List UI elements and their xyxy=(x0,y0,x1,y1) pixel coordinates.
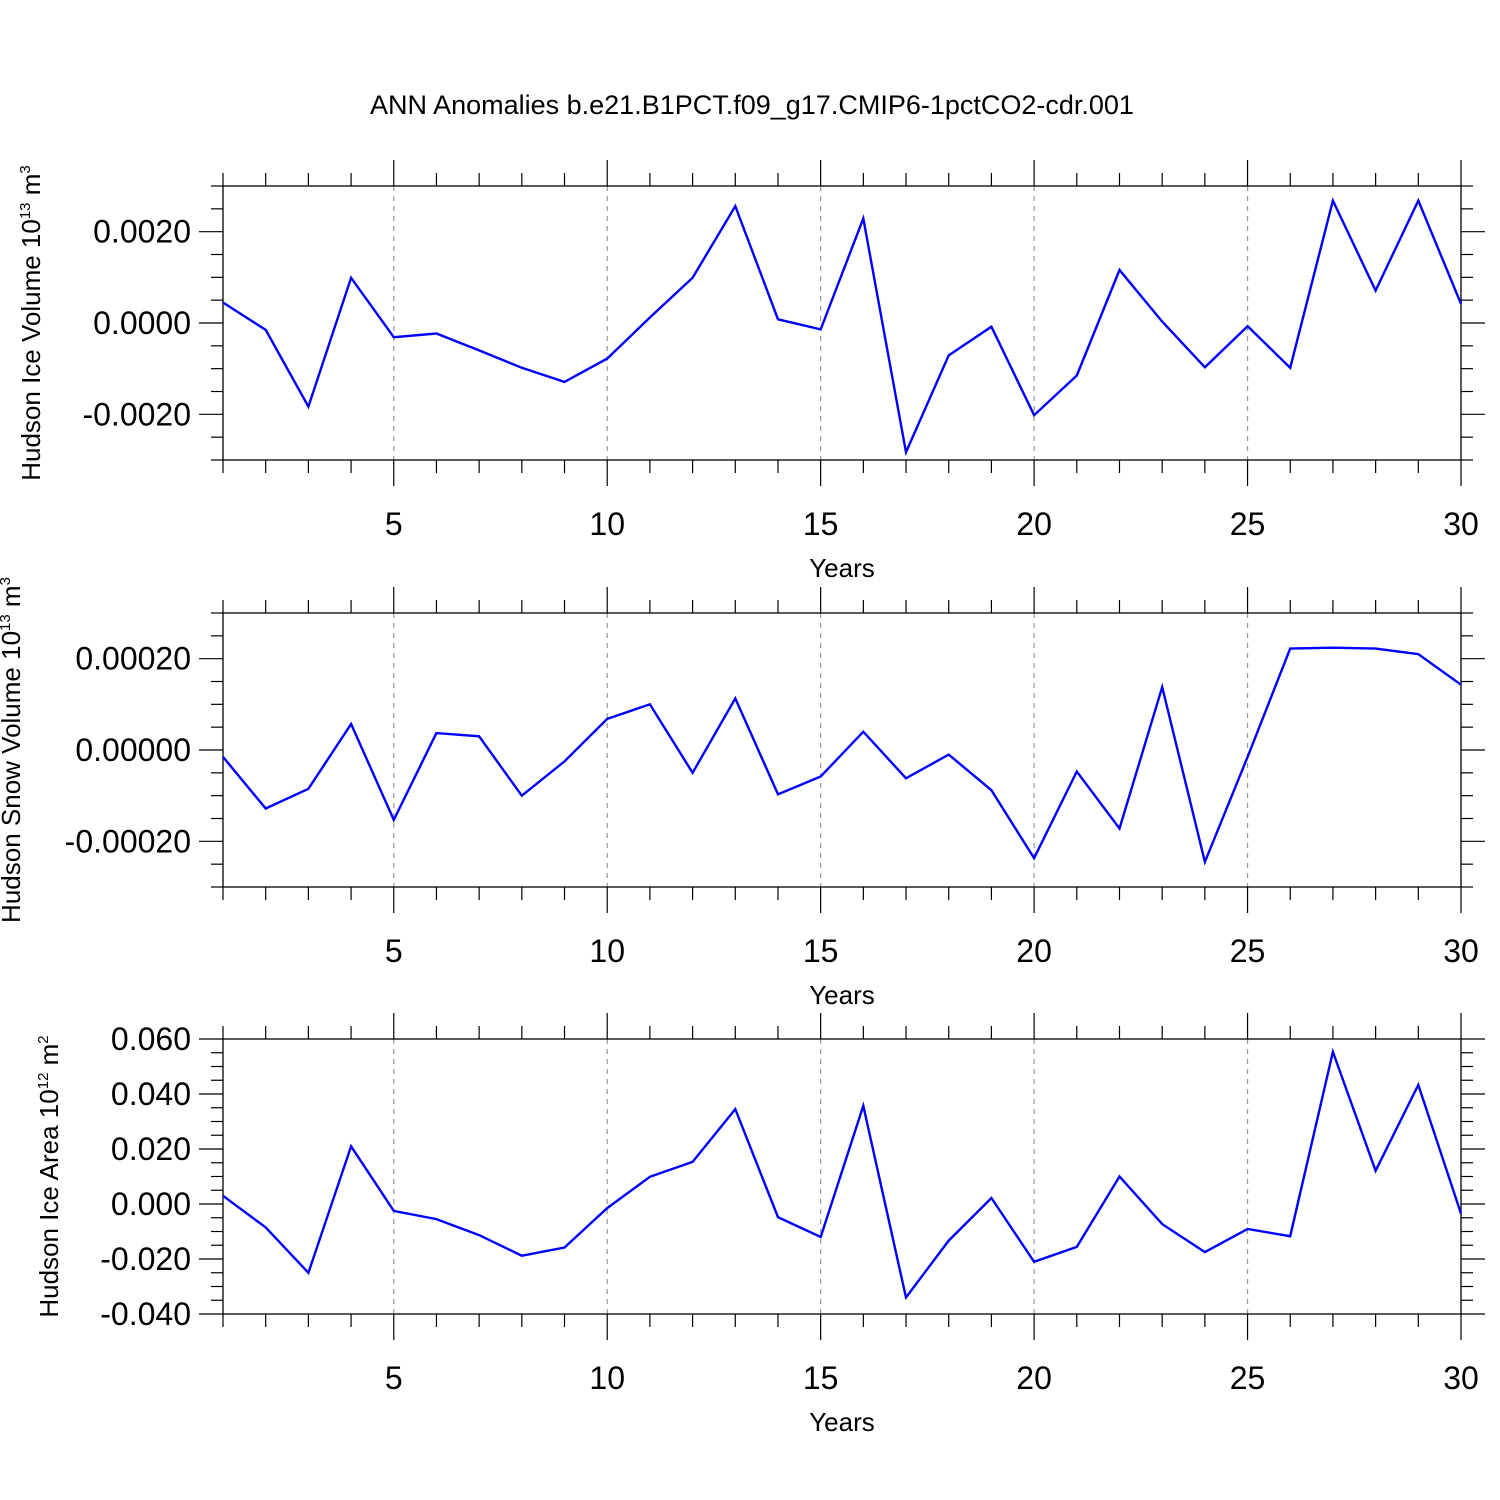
y-tick-label: 0.0020 xyxy=(93,214,191,250)
y-tick-label: -0.040 xyxy=(100,1296,191,1332)
x-tick-label: 15 xyxy=(803,933,839,969)
x-tick-label: 10 xyxy=(589,933,625,969)
x-tick-label: 10 xyxy=(589,506,625,542)
y-axis-title-main: Hudson Snow Volume 10 xyxy=(0,631,26,923)
y-axis-title: Hudson Ice Volume 1013 m3 xyxy=(16,165,46,481)
x-tick-label: 25 xyxy=(1230,933,1266,969)
chart-panel-3: -0.040 -0.020 0.000 0.020 0.040 0.060 5 10 15 20 2… xyxy=(34,1013,1485,1437)
x-axis-title: Years xyxy=(809,553,875,583)
y-tick-label: 0.00000 xyxy=(75,732,191,768)
x-tick-label: 5 xyxy=(385,1360,403,1396)
x-axis-title: Years xyxy=(809,1407,875,1437)
chart-panel-1: -0.0020 0.0000 0.0020 5 10 15 20 25 30 Years Hudso… xyxy=(16,160,1485,583)
y-axis-title-unit-exp: 3 xyxy=(0,577,14,585)
y-tick-label: 0.0000 xyxy=(93,305,191,341)
y-axis-title-exp: 13 xyxy=(17,202,34,219)
x-tick-label: 15 xyxy=(803,506,839,542)
x-tick-label: 15 xyxy=(803,1360,839,1396)
y-tick-label: 0.00020 xyxy=(75,641,191,677)
y-tick-label: -0.020 xyxy=(100,1241,191,1277)
y-tick-label: 0.040 xyxy=(111,1076,191,1112)
x-tick-label: 30 xyxy=(1443,506,1479,542)
y-tick-label: 0.020 xyxy=(111,1131,191,1167)
x-tick-label: 5 xyxy=(385,933,403,969)
y-axis-title: Hudson Ice Area 1012 m2 xyxy=(34,1035,64,1317)
y-axis-title-exp: 12 xyxy=(35,1073,52,1090)
x-tick-label: 20 xyxy=(1016,506,1052,542)
plot-frame xyxy=(222,185,1462,461)
y-axis-title-unit: m xyxy=(0,585,26,614)
y-axis-title-main: Hudson Ice Volume 10 xyxy=(16,219,46,481)
chart-title: ANN Anomalies b.e21.B1PCT.f09_g17.CMIP6-… xyxy=(370,90,1134,120)
x-tick-label: 5 xyxy=(385,506,403,542)
y-axis-title-unit: m xyxy=(34,1044,64,1073)
y-axis-title-unit-exp: 3 xyxy=(17,165,34,173)
chart-panel-2: -0.00020 0.00000 0.00020 5 10 15 20 25 30 Years Hu… xyxy=(0,577,1485,1010)
y-tick-label: 0.000 xyxy=(111,1186,191,1222)
y-axis-title-unit-exp: 2 xyxy=(35,1035,52,1043)
series-line xyxy=(222,1047,1463,1301)
y-tick-label: -0.00020 xyxy=(65,823,191,859)
y-axis-title: Hudson Snow Volume 1013 m3 xyxy=(0,577,26,923)
y-axis-title-main: Hudson Ice Area 10 xyxy=(34,1089,64,1317)
y-tick-label: 0.060 xyxy=(111,1021,191,1057)
plot-frame xyxy=(222,612,1462,888)
y-axis-title-exp: 13 xyxy=(0,614,14,631)
plot-frame xyxy=(222,1038,1462,1315)
x-tick-label: 20 xyxy=(1016,933,1052,969)
x-tick-label: 20 xyxy=(1016,1360,1052,1396)
x-tick-label: 30 xyxy=(1443,933,1479,969)
x-tick-label: 25 xyxy=(1230,506,1266,542)
series-line xyxy=(222,197,1463,457)
x-tick-label: 30 xyxy=(1443,1360,1479,1396)
x-tick-label: 25 xyxy=(1230,1360,1266,1396)
y-axis-title-unit: m xyxy=(16,174,46,203)
y-tick-label: -0.0020 xyxy=(82,396,191,432)
x-axis-title: Years xyxy=(809,980,875,1010)
series-line xyxy=(222,646,1462,866)
x-tick-label: 10 xyxy=(589,1360,625,1396)
